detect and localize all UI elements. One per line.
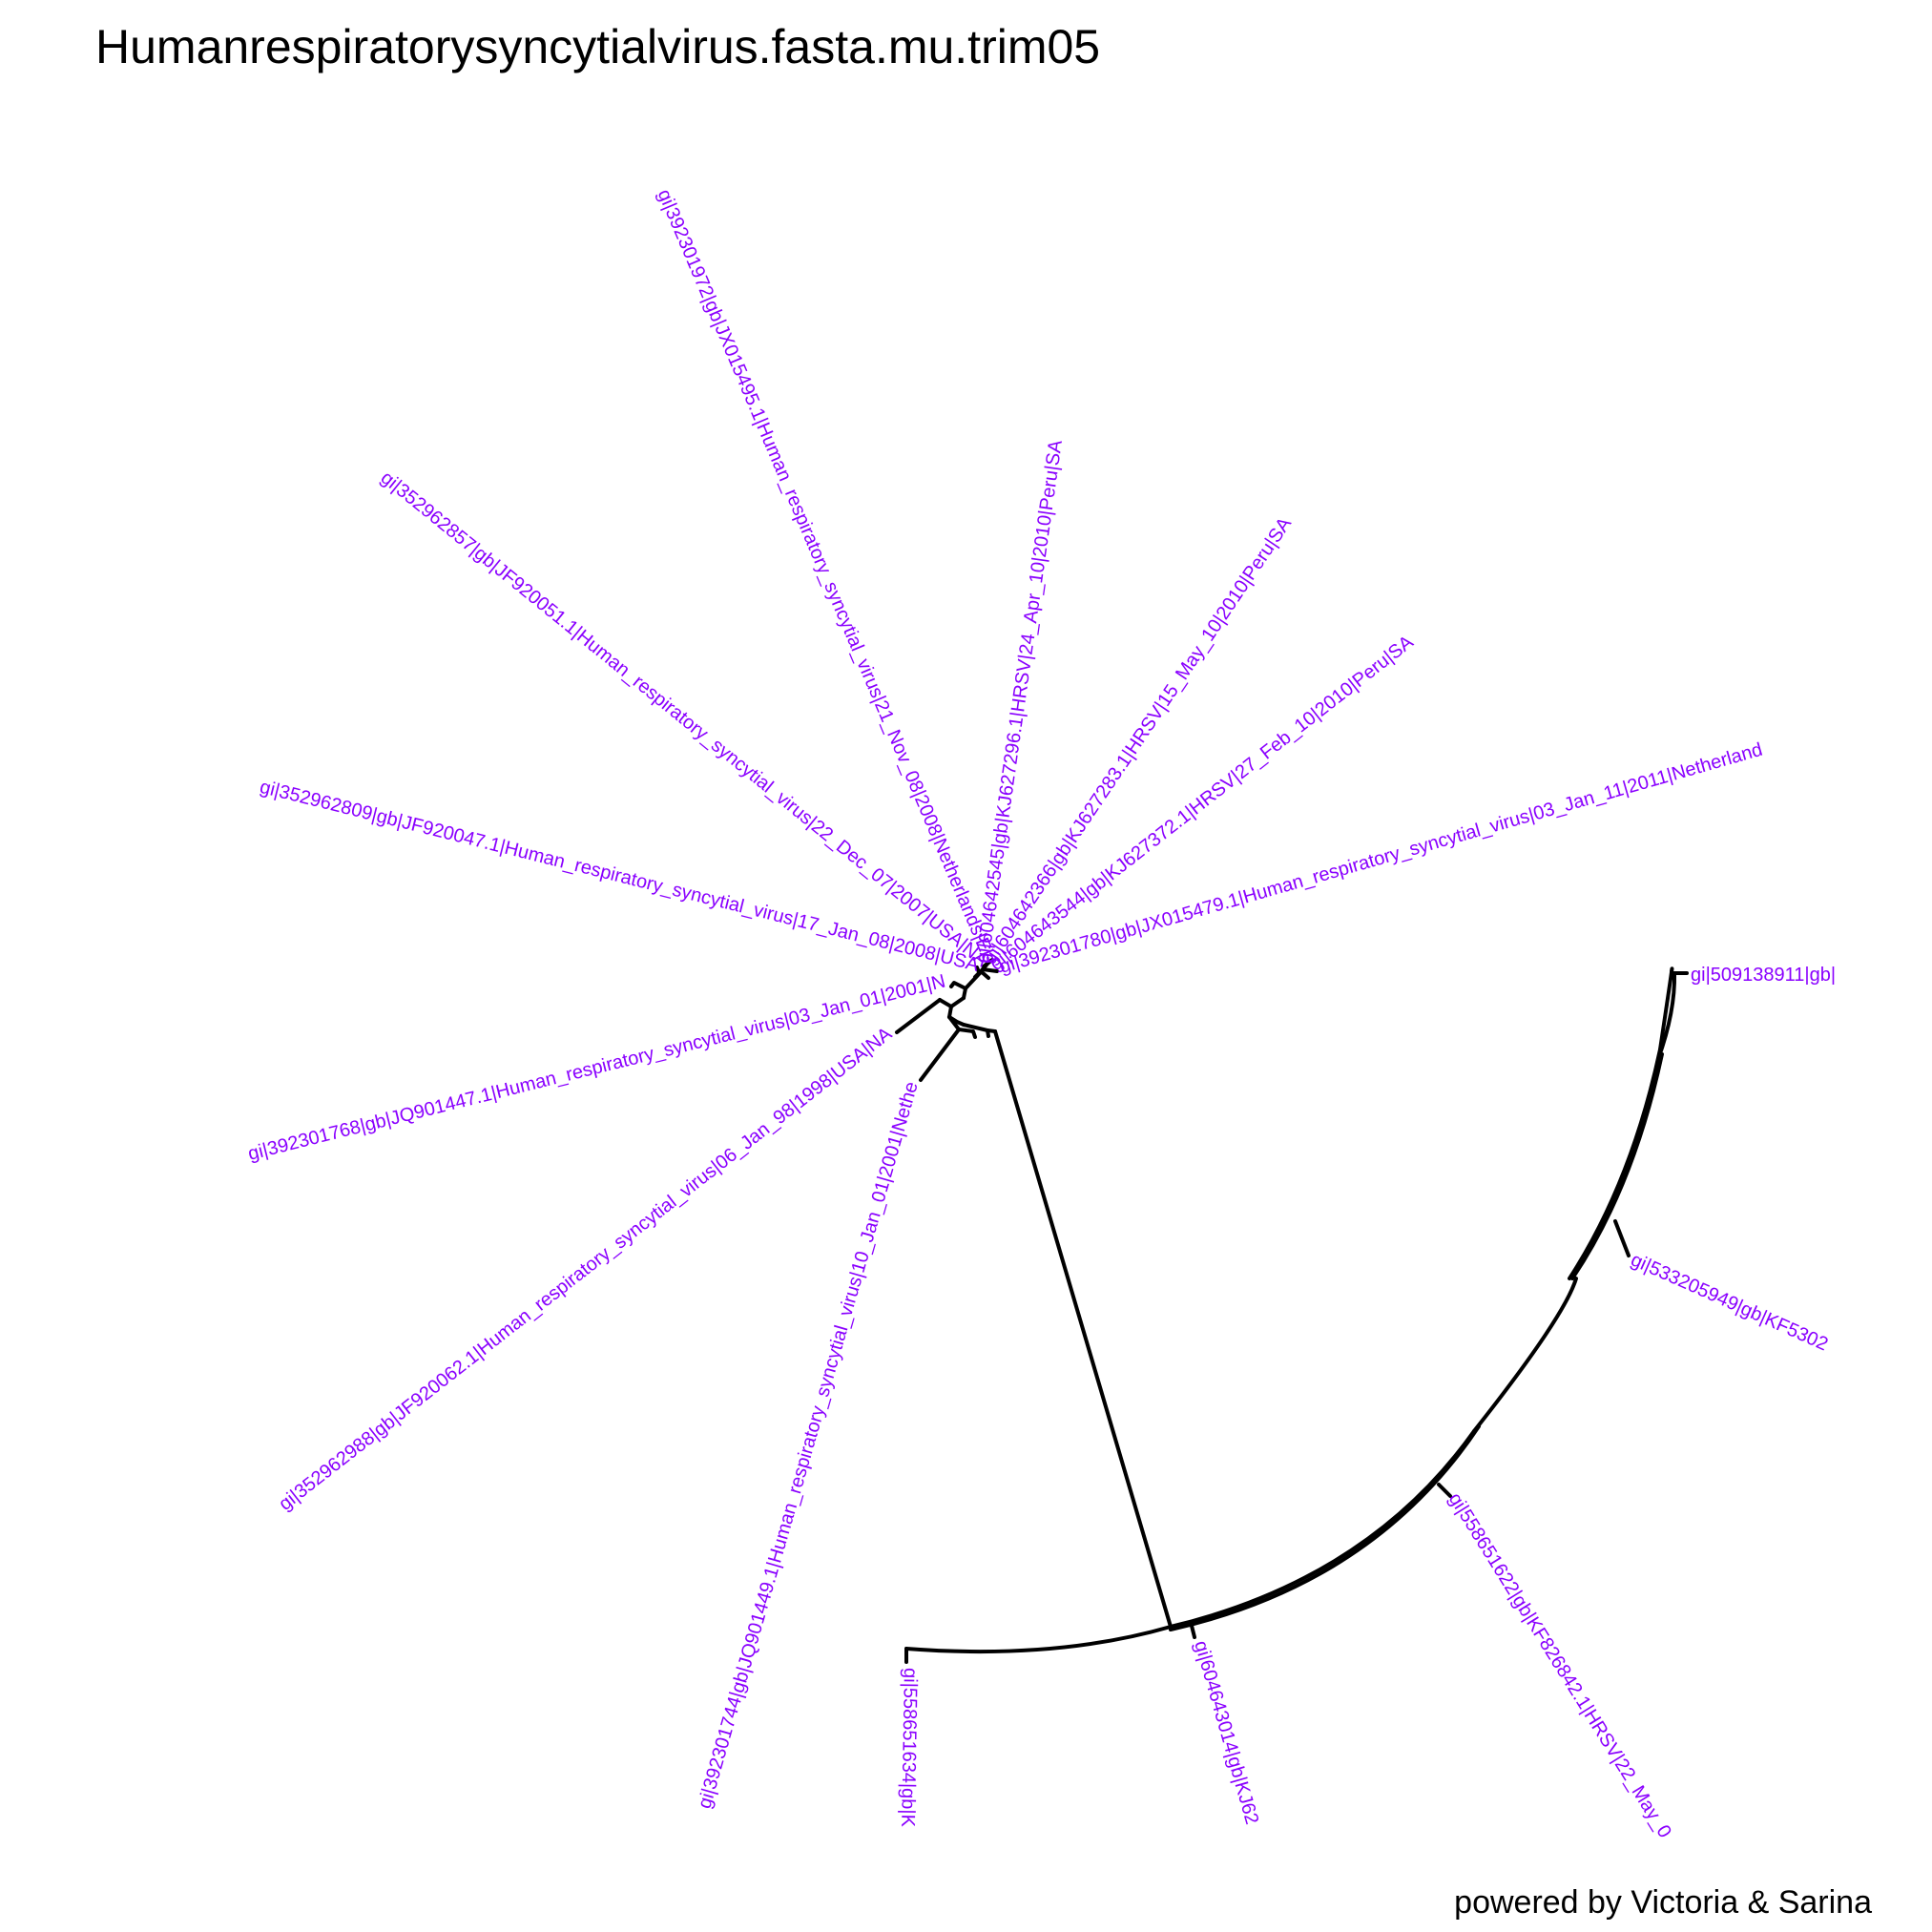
branch-inner-8 — [947, 1015, 966, 1027]
branch-long-stem — [993, 1029, 1173, 1629]
tip-label-jx015495: gi|392301972|gb|JX015495.1|Human_respira… — [654, 186, 1001, 967]
branch-center-fork-b — [982, 958, 994, 968]
branch-inner-6 — [938, 998, 953, 1008]
branch-arc-upper-3 — [1570, 1052, 1664, 1280]
tree-branches — [895, 958, 1689, 1664]
branch-center-fork-e — [975, 966, 981, 974]
branch-arc-upper-2 — [1568, 1048, 1662, 1280]
figure-title: Humanrespiratorysyncytialvirus.fasta.mu.… — [95, 20, 1100, 73]
tip-label-kj62: gi|604643014|gb|KJ62 — [1190, 1638, 1262, 1826]
branch-inner-12 — [986, 1028, 990, 1038]
branch-arc-top — [1658, 966, 1674, 1051]
tip-label-kj627372: gi|604643544|gb|KJ627372.1|HRSV|27_Feb_1… — [987, 632, 1419, 975]
branch-inner-9 — [957, 1028, 977, 1039]
branch-center-fork-d — [979, 969, 990, 980]
branch-arc-main — [1169, 1429, 1476, 1629]
tip-labels: gi|392301780|gb|JX015479.1|Human_respira… — [246, 186, 1836, 1841]
branch-arc-top-2 — [1656, 971, 1677, 1061]
branch-inner-1 — [964, 971, 982, 990]
branch-tip-jq901447 — [895, 998, 942, 1034]
tip-label-jq901449: gi|392301744|gb|JQ901449.1|Human_respira… — [695, 1079, 923, 1811]
branch-inner-2 — [949, 981, 967, 990]
tip-label-kf826842: gi|558651622|gb|KF826842.1|HRSV|22_May_0 — [1444, 1489, 1675, 1841]
figure-caption: powered by Victoria & Sarina — [1454, 1884, 1872, 1921]
branch-inner-4 — [949, 996, 966, 1008]
branch-tip-kf826842 — [1437, 1483, 1452, 1498]
tip-label-kf826834: gi|558651634|gb|K — [897, 1668, 921, 1828]
branch-tip-jq901449 — [919, 1028, 961, 1082]
branch-tip-kf530 — [1613, 1219, 1631, 1257]
branch-arc-main-2 — [1169, 1424, 1481, 1631]
branch-inner-10 — [962, 1023, 989, 1032]
tip-label-509138911: gi|509138911|gb| — [1691, 965, 1836, 986]
branch-arc-outer — [904, 1625, 1173, 1654]
branch-arc-upper — [1472, 1277, 1578, 1433]
branch-center-fork-a — [981, 967, 999, 973]
tip-label-kf530: gi|533205949|gb|KF5302 — [1628, 1249, 1831, 1355]
